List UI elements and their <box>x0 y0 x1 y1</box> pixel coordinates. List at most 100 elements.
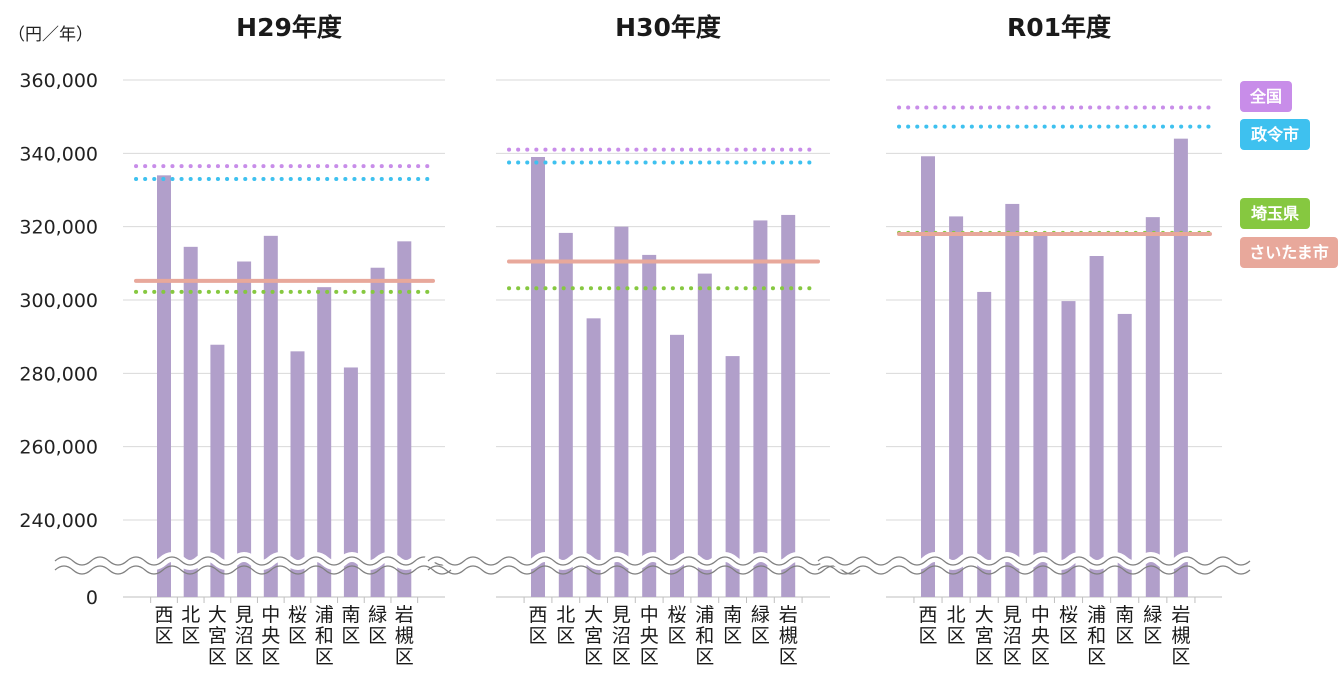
axis-break-line <box>54 556 452 566</box>
x-category-label: 南 <box>341 604 360 626</box>
x-category-label: 浦 <box>695 604 714 626</box>
x-category-label: 和 <box>695 625 714 647</box>
legend-item-saitama_city: さいたま市 <box>1240 237 1338 268</box>
x-category-label: 南 <box>723 604 742 626</box>
legend-label: 政令市 <box>1251 125 1299 144</box>
x-category-label: 北 <box>556 604 575 626</box>
axis-break-line <box>427 556 861 566</box>
x-category-label: 緑 <box>1143 604 1162 626</box>
x-category-label: 西 <box>918 604 937 626</box>
x-category-label: 区 <box>556 625 575 647</box>
x-category-label: 区 <box>208 646 227 668</box>
bar <box>977 291 992 597</box>
y-tick-label: 240,000 <box>19 510 98 532</box>
x-category-label: 北 <box>947 604 966 626</box>
x-category-label: 宮 <box>975 625 994 647</box>
x-category-label: 区 <box>181 625 200 647</box>
bar <box>1061 301 1076 597</box>
x-category-label: 央 <box>261 625 280 647</box>
bar <box>183 246 198 598</box>
x-category-label: 区 <box>1143 625 1162 647</box>
legend-label: さいたま市 <box>1249 243 1329 262</box>
x-category-label: 区 <box>751 625 770 647</box>
y-tick-label: 340,000 <box>19 143 98 165</box>
x-category-label: 区 <box>612 646 631 668</box>
axis-break-line <box>817 565 1251 575</box>
x-category-label: 区 <box>261 646 280 668</box>
bar <box>531 157 545 597</box>
x-category-label: 桜 <box>667 604 686 626</box>
legend-item-designated_cities: 政令市 <box>1240 119 1310 150</box>
x-category-label: 区 <box>918 625 937 647</box>
axis-break-line <box>817 556 1251 566</box>
x-category-label: 区 <box>723 625 742 647</box>
x-category-label: 中 <box>640 604 659 626</box>
x-category-label: 和 <box>1087 625 1106 647</box>
x-category-label: 岩 <box>1171 604 1190 626</box>
x-category-label: 緑 <box>751 604 770 626</box>
axis-break-line <box>54 565 452 575</box>
x-category-label: 北 <box>181 604 200 626</box>
x-category-label: 宮 <box>208 625 227 647</box>
legend-item-saitama_pref: 埼玉県 <box>1240 198 1310 229</box>
x-category-label: 大 <box>208 604 227 626</box>
y-tick-label: 280,000 <box>19 363 98 385</box>
x-category-label: 区 <box>640 646 659 668</box>
x-category-label: 桜 <box>1059 604 1078 626</box>
bar <box>1089 256 1104 597</box>
panel-title: H30年度 <box>615 13 721 42</box>
x-category-label: 岩 <box>779 604 798 626</box>
bar <box>753 220 768 597</box>
y-tick-label: 0 <box>86 587 98 609</box>
x-category-label: 宮 <box>584 625 603 647</box>
bar <box>317 287 332 597</box>
bar <box>263 235 278 598</box>
x-category-label: 区 <box>368 625 387 647</box>
bar <box>1173 138 1188 597</box>
x-category-label: 見 <box>235 604 254 626</box>
bar <box>725 356 740 597</box>
x-category-label: 槻 <box>1171 625 1190 647</box>
bar <box>237 261 252 597</box>
x-category-label: 区 <box>1059 625 1078 647</box>
x-category-label: 区 <box>1087 646 1106 668</box>
x-category-label: 沼 <box>1003 625 1022 647</box>
x-category-label: 区 <box>779 646 798 668</box>
x-category-label: 区 <box>235 646 254 668</box>
x-category-label: 槻 <box>395 625 414 647</box>
x-category-label: 南 <box>1115 604 1134 626</box>
legend-badge <box>1240 237 1338 268</box>
legend-label: 全国 <box>1249 87 1282 106</box>
x-category-label: 沼 <box>612 625 631 647</box>
bar <box>343 367 358 597</box>
x-category-label: 中 <box>1031 604 1050 626</box>
bar <box>1005 203 1020 597</box>
bar <box>1033 234 1048 597</box>
x-category-label: 浦 <box>1087 604 1106 626</box>
x-category-label: 央 <box>1031 625 1050 647</box>
bar <box>370 267 385 597</box>
x-category-label: 見 <box>612 604 631 626</box>
axis-break <box>814 552 1254 575</box>
legend-item-national: 全国 <box>1240 81 1292 112</box>
x-category-label: 区 <box>695 646 714 668</box>
bar <box>397 241 412 598</box>
bar <box>558 232 573 597</box>
legend-badge <box>1240 198 1310 229</box>
x-category-label: 区 <box>1031 646 1050 668</box>
bar <box>670 334 684 597</box>
x-category-label: 区 <box>947 625 966 647</box>
x-category-label: 岩 <box>395 604 414 626</box>
x-category-label: 沼 <box>235 625 254 647</box>
bar <box>1117 313 1132 597</box>
legend-badge <box>1240 119 1310 150</box>
x-category-label: 区 <box>1003 646 1022 668</box>
x-category-label: 区 <box>584 646 603 668</box>
x-category-label: 見 <box>1003 604 1022 626</box>
x-category-label: 和 <box>315 625 334 647</box>
